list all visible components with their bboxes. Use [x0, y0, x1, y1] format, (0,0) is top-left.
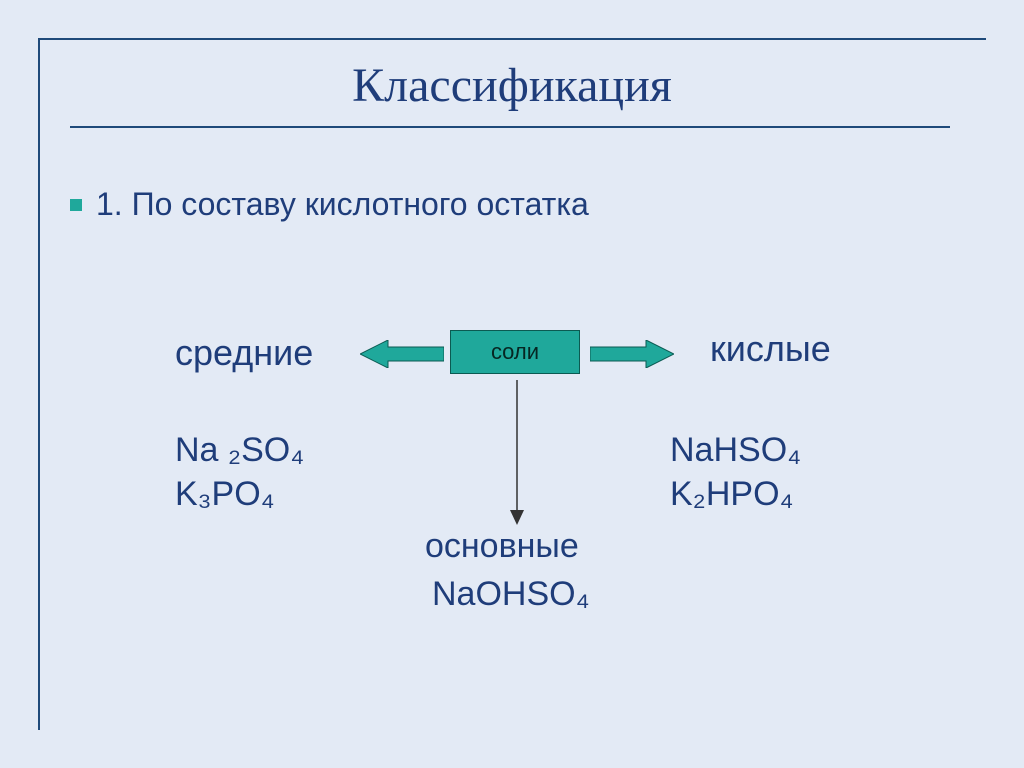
- bullet-text: 1. По составу кислотного остатка: [96, 186, 589, 223]
- slide-title: Классификация: [0, 58, 1024, 113]
- bullet-row: 1. По составу кислотного остатка: [70, 186, 589, 223]
- arrow-right-icon: [590, 340, 674, 368]
- title-underline: [70, 126, 950, 128]
- formula-na2so4: Na ₂SO₄: [175, 428, 304, 472]
- bullet-square-icon: [70, 199, 82, 211]
- arrow-left-icon: [360, 340, 444, 368]
- formula-group-left: Na ₂SO₄ K₃PO₄: [175, 428, 304, 516]
- formula-naohso4: NaOHSO₄: [432, 575, 589, 614]
- center-box-label: соли: [491, 339, 539, 365]
- formula-group-right: NaHSO₄ K₂HPO₄: [670, 428, 801, 516]
- branch-label-right: кислые: [710, 328, 831, 370]
- formula-nahso4: NaHSO₄: [670, 428, 801, 472]
- formula-k2hpo4: K₂HPO₄: [670, 472, 801, 516]
- formula-k3po4: K₃PO₄: [175, 472, 304, 516]
- branch-label-left: средние: [175, 332, 313, 374]
- branch-label-down: основные: [425, 527, 579, 566]
- center-box: соли: [450, 330, 580, 374]
- classification-diagram: средние соли кислые Na ₂SO₄ K₃PO₄ NaHSO₄…: [70, 300, 950, 720]
- arrow-down-icon: [508, 380, 526, 525]
